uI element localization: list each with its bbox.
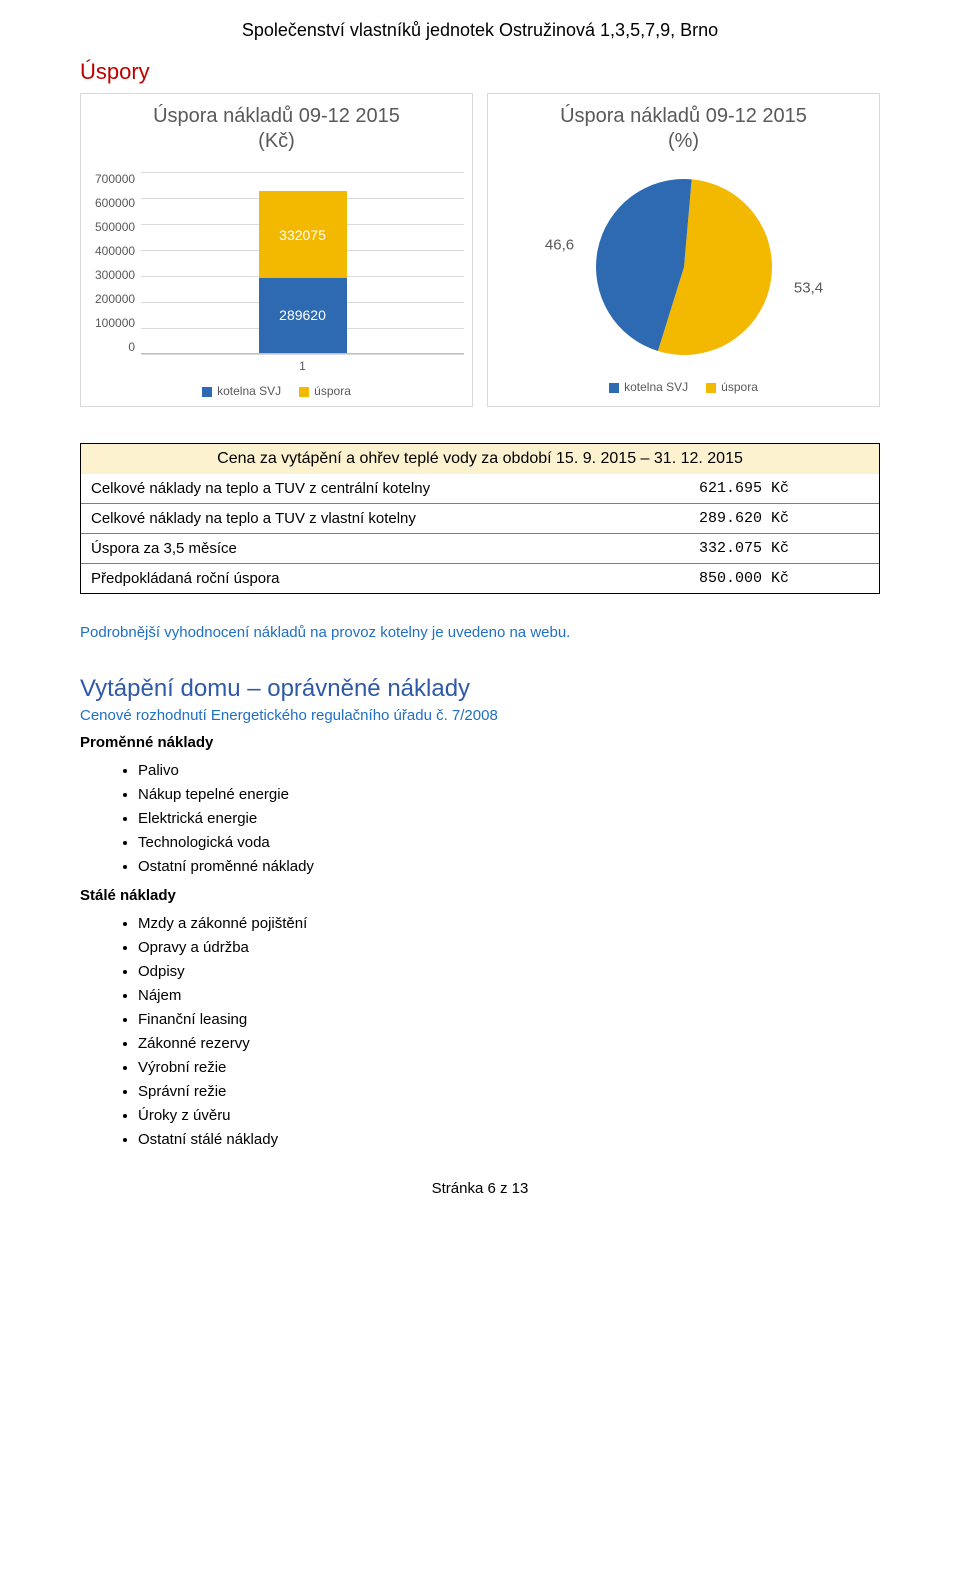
legend-swatch [299, 387, 309, 397]
list-item: Ostatní proměnné náklady [138, 855, 880, 879]
legend-swatch [202, 387, 212, 397]
list-item: Palivo [138, 759, 880, 783]
charts-row: Úspora nákladů 09-12 2015 (Kč) 700000 600… [80, 93, 880, 407]
table-cell-label: Úspora za 3,5 měsíce [81, 534, 689, 563]
list-item: Nájem [138, 984, 880, 1008]
bar-chart-title: Úspora nákladů 09-12 2015 (Kč) [89, 104, 464, 154]
bar-seg-kotelna: 289620 [259, 278, 347, 353]
pie-chart-title-line1: Úspora nákladů 09-12 2015 [560, 105, 807, 127]
fixed-costs-list: Mzdy a zákonné pojištěníOpravy a údržbaO… [80, 912, 880, 1152]
cost-table-header: Cena za vytápění a ohřev teplé vody za o… [81, 444, 879, 474]
pie-chart-panel: Úspora nákladů 09-12 2015 (%) 53,4 46,6 k… [487, 93, 880, 407]
table-cell-value: 850.000 Kč [689, 564, 879, 593]
pie-slice-label: 46,6 [544, 236, 573, 253]
list-item: Ostatní stálé náklady [138, 1128, 880, 1152]
section-title-uspory: Úspory [80, 59, 880, 85]
cost-table: Cena za vytápění a ohřev teplé vody za o… [80, 443, 880, 594]
legend-swatch [706, 383, 716, 393]
bar-chart-y-axis: 700000 600000 500000 400000 300000 200000 1000… [95, 172, 141, 354]
pie-chart-title-line2: (%) [668, 130, 699, 152]
table-cell-label: Celkové náklady na teplo a TUV z centrál… [81, 474, 689, 503]
bar-chart-gridline [141, 172, 464, 173]
table-row: Celkové náklady na teplo a TUV z vlastní… [81, 503, 879, 533]
bar-chart-y-tick: 100000 [95, 316, 135, 330]
bar-chart-y-tick: 600000 [95, 196, 135, 210]
bar-chart-panel: Úspora nákladů 09-12 2015 (Kč) 700000 600… [80, 93, 473, 407]
document-header: Společenství vlastníků jednotek Ostružin… [80, 20, 880, 41]
bar-legend-item: kotelna SVJ [202, 384, 281, 398]
bar-chart-y-tick: 300000 [95, 268, 135, 282]
table-cell-value: 289.620 Kč [689, 504, 879, 533]
list-item: Zákonné rezervy [138, 1032, 880, 1056]
pie-chart: 53,4 46,6 [496, 172, 871, 362]
bar-chart-title-line2: (Kč) [258, 130, 295, 152]
table-row: Předpokládaná roční úspora850.000 Kč [81, 563, 879, 593]
table-cell-value: 621.695 Kč [689, 474, 879, 503]
list-item: Výrobní režie [138, 1056, 880, 1080]
list-item: Nákup tepelné energie [138, 783, 880, 807]
page-footer: Stránka 6 z 13 [80, 1180, 880, 1197]
bar-chart-y-tick: 200000 [95, 292, 135, 306]
pie-slice-label: 53,4 [793, 280, 822, 297]
table-row: Úspora za 3,5 měsíce332.075 Kč [81, 533, 879, 563]
bar-chart-y-tick: 400000 [95, 244, 135, 258]
list-item: Správní režie [138, 1080, 880, 1104]
bar-legend-item: úspora [299, 384, 351, 398]
bar-seg-uspora: 332075 [259, 191, 347, 277]
list-item: Mzdy a zákonné pojištění [138, 912, 880, 936]
table-row: Celkové náklady na teplo a TUV z centrál… [81, 474, 879, 503]
table-cell-value: 332.075 Kč [689, 534, 879, 563]
heating-title: Vytápění domu – oprávněné náklady [80, 675, 880, 703]
list-item: Elektrická energie [138, 807, 880, 831]
pie-legend-item: kotelna SVJ [609, 380, 688, 394]
pie-chart-title: Úspora nákladů 09-12 2015 (%) [496, 104, 871, 154]
bar-chart-y-tick: 500000 [95, 220, 135, 234]
bar-chart-bar: 332075289620 [259, 191, 347, 353]
table-cell-label: Předpokládaná roční úspora [81, 564, 689, 593]
bar-chart-plot-area: 3320752896201 [141, 172, 464, 354]
bar-chart-y-tick: 700000 [95, 172, 135, 186]
list-item: Opravy a údržba [138, 936, 880, 960]
bar-chart: 700000 600000 500000 400000 300000 200000 1000… [89, 172, 464, 358]
list-item: Odpisy [138, 960, 880, 984]
variable-costs-list: PalivoNákup tepelné energieElektrická en… [80, 759, 880, 879]
fixed-costs-heading: Stálé náklady [80, 887, 880, 904]
variable-costs-heading: Proměnné náklady [80, 734, 880, 751]
list-item: Úroky z úvěru [138, 1104, 880, 1128]
bar-chart-y-tick: 0 [128, 340, 135, 354]
bar-chart-x-category: 1 [141, 359, 464, 373]
list-item: Finanční leasing [138, 1008, 880, 1032]
legend-swatch [609, 383, 619, 393]
note-web-link: Podrobnější vyhodnocení nákladů na provo… [80, 624, 880, 641]
bar-chart-gridline [141, 354, 464, 355]
list-item: Technologická voda [138, 831, 880, 855]
table-cell-label: Celkové náklady na teplo a TUV z vlastní… [81, 504, 689, 533]
bar-chart-legend: kotelna SVJ úspora [89, 384, 464, 398]
pie-legend-item: úspora [706, 380, 758, 394]
heating-regulation-link[interactable]: Cenové rozhodnutí Energetického regulačn… [80, 707, 880, 724]
bar-chart-title-line1: Úspora nákladů 09-12 2015 [153, 105, 400, 127]
pie-chart-legend: kotelna SVJ úspora [496, 380, 871, 394]
